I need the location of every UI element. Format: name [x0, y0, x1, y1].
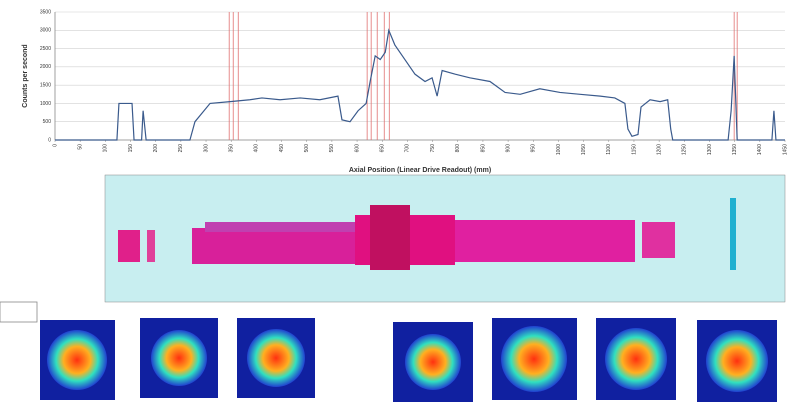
x-tick-label: 850	[480, 144, 486, 153]
x-tick-label: 550	[329, 144, 335, 153]
x-tick-label: 900	[505, 144, 511, 153]
x-tick-label: 800	[455, 144, 461, 153]
x-tick-label: 1300	[707, 144, 713, 155]
y-tick-label: 2500	[40, 46, 51, 52]
y-tick-label: 1500	[40, 82, 51, 88]
x-tick-label: 650	[380, 144, 386, 153]
x-tick-label: 1100	[606, 144, 612, 155]
line-chart: 0 500 1000 1500 2000 2500 3000 3500 0 50 100 150 200…	[40, 9, 788, 155]
x-tick-label: 250	[178, 144, 184, 153]
y-tick-label: 3000	[40, 28, 51, 34]
x-tick-label: 1250	[682, 144, 688, 155]
x-tick-label: 0	[52, 144, 58, 147]
y-tick-label: 3500	[40, 9, 51, 15]
x-tick-label: 750	[430, 144, 436, 153]
x-tick-label: 1150	[631, 144, 637, 155]
x-tick-label: 1200	[656, 144, 662, 155]
x-tick-label: 600	[354, 144, 360, 153]
x-tick-label: 1450	[782, 144, 788, 155]
x-tick-label: 150	[128, 144, 134, 153]
x-tick-label: 1350	[732, 144, 738, 155]
y-tick-label: 0	[48, 137, 51, 143]
x-tick-label: 450	[279, 144, 285, 153]
y-tick-label: 500	[43, 119, 52, 125]
frame	[0, 301, 38, 323]
y-tick-label: 1000	[40, 101, 51, 107]
x-tick-label: 100	[103, 144, 109, 153]
x-tick-label: 200	[153, 144, 159, 153]
x-tick-label: 1000	[556, 144, 562, 155]
x-tick-label: 350	[229, 144, 235, 153]
y-tick-label: 2000	[40, 64, 51, 70]
data-line	[55, 28, 785, 141]
x-tick-label: 950	[531, 144, 537, 153]
x-tick-label: 50	[78, 144, 84, 150]
heatmap-strip	[104, 174, 786, 303]
x-tick-label: 700	[405, 144, 411, 153]
thumbnails	[40, 318, 777, 402]
x-tick-label: 1050	[581, 144, 587, 155]
x-tick-label: 500	[304, 144, 310, 153]
x-tick-label: 400	[254, 144, 260, 153]
x-tick-label: 300	[203, 144, 209, 153]
x-tick-label: 1400	[757, 144, 763, 155]
y-axis-label: Counts per second	[22, 44, 29, 107]
x-axis-label: Axial Position (Linear Drive Readout) (m…	[349, 167, 491, 174]
